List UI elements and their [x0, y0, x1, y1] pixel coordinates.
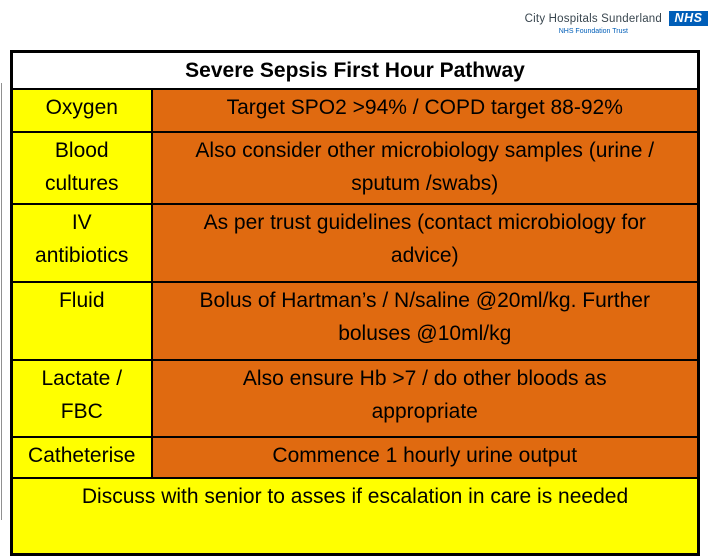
row-detail-iv-antibiotics: As per trust guidelines (contact microbi…	[150, 203, 700, 283]
nhs-tagline: NHS Foundation Trust	[558, 28, 628, 35]
row-detail-lactate-fbc: Also ensure Hb >7 / do other bloods as a…	[150, 359, 700, 438]
row-detail-fluid: Bolus of Hartman’s / N/saline @20ml/kg. …	[150, 281, 700, 361]
table-footer: Discuss with senior to asses if escalati…	[10, 477, 700, 556]
row-label-fluid: Fluid	[10, 281, 153, 361]
nhs-logo-icon: NHS	[669, 11, 708, 26]
org-name-label: City Hospitals Sunderland	[524, 12, 662, 25]
table-footer-row: Discuss with senior to asses if escalati…	[10, 477, 700, 556]
table-row: Fluid Bolus of Hartman’s / N/saline @20m…	[10, 281, 700, 361]
row-label-iv-antibiotics: IV antibiotics	[10, 203, 153, 283]
pathway-table: Severe Sepsis First Hour Pathway Oxygen …	[10, 50, 700, 556]
slide-edge-line	[1, 83, 2, 520]
trust-logo-row: City Hospitals Sunderland NHS	[525, 11, 708, 26]
row-label-oxygen: Oxygen	[10, 88, 153, 133]
table-title-row: Severe Sepsis First Hour Pathway	[10, 50, 700, 90]
table-row: Blood cultures Also consider other micro…	[10, 131, 700, 205]
row-label-catheterise: Catheterise	[10, 436, 153, 479]
table-row: Catheterise Commence 1 hourly urine outp…	[10, 436, 700, 479]
table-row: Lactate / FBC Also ensure Hb >7 / do oth…	[10, 359, 700, 438]
row-label-lactate-fbc: Lactate / FBC	[10, 359, 153, 438]
table-row: IV antibiotics As per trust guidelines (…	[10, 203, 700, 283]
row-detail-oxygen: Target SPO2 >94% / COPD target 88-92%	[150, 88, 700, 133]
row-detail-blood-cultures: Also consider other microbiology samples…	[150, 131, 700, 205]
table-row: Oxygen Target SPO2 >94% / COPD target 88…	[10, 88, 700, 133]
table-title: Severe Sepsis First Hour Pathway	[10, 50, 700, 90]
row-detail-catheterise: Commence 1 hourly urine output	[150, 436, 700, 479]
row-label-blood-cultures: Blood cultures	[10, 131, 153, 205]
trust-logo: City Hospitals Sunderland NHS NHS Founda…	[525, 11, 708, 35]
slide-canvas: { "logo": { "org_name": "City Hospitals …	[1, 11, 708, 556]
slide: City Hospitals Sunderland NHS NHS Founda…	[1, 11, 708, 556]
